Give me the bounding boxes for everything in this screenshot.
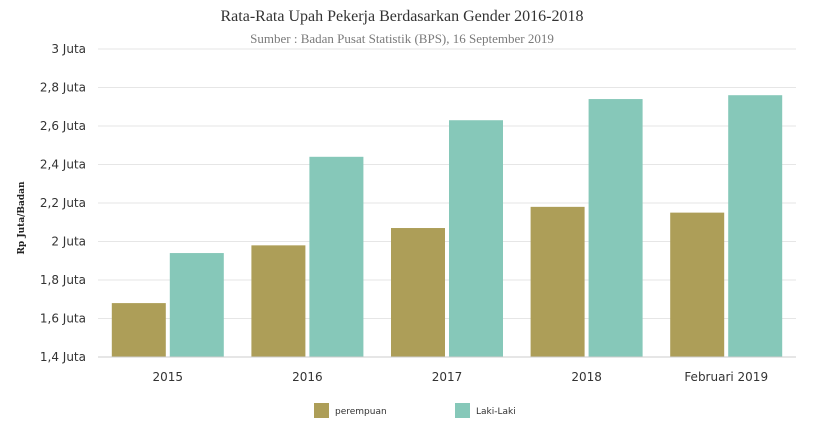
x-tick-label: 2015 — [153, 370, 184, 384]
y-tick-label: 2,2 Juta — [40, 196, 86, 210]
y-tick-label: 2 Juta — [51, 235, 86, 249]
y-axis-ticks: 1,4 Juta 1,6 Juta 1,8 Juta 2 Juta 2,2 Juta 2,… — [40, 42, 86, 364]
legend: perempuan Laki-Laki — [314, 403, 516, 418]
y-tick-label: 1,4 Juta — [40, 350, 86, 364]
bar-laki-laki-2018 — [588, 99, 643, 358]
x-tick-label: 2017 — [432, 370, 463, 384]
x-tick-label: Februari 2019 — [684, 370, 768, 384]
y-tick-label: 2,4 Juta — [40, 158, 86, 172]
x-tick-label: 2016 — [292, 370, 323, 384]
bar-laki-laki-februari-2019 — [728, 95, 783, 357]
bar-laki-laki-2015 — [169, 253, 224, 357]
bar-perempuan-2016 — [251, 245, 306, 357]
legend-swatch-laki-laki — [455, 403, 470, 418]
bars — [111, 95, 783, 358]
bar-perempuan-2017 — [391, 228, 445, 357]
legend-label: Laki-Laki — [476, 407, 516, 417]
legend-label: perempuan — [335, 407, 387, 417]
y-tick-label: 1,8 Juta — [40, 273, 86, 287]
y-tick-label: 2,8 Juta — [40, 81, 86, 95]
y-axis-label: Rp Juta/Badan — [17, 181, 27, 255]
y-tick-label: 2,6 Juta — [40, 119, 86, 133]
bar-perempuan-2018 — [530, 206, 585, 357]
bar-laki-laki-2017 — [449, 120, 503, 357]
x-axis-ticks: 2015 2016 2017 2018 Februari 2019 — [153, 370, 769, 384]
legend-swatch-perempuan — [314, 403, 329, 418]
chart-title: Rata-Rata Upah Pekerja Berdasarkan Gende… — [221, 8, 584, 25]
bar-laki-laki-2016 — [309, 156, 364, 357]
chart-subtitle: Sumber : Badan Pusat Statistik (BPS), 16… — [250, 31, 554, 46]
bar-perempuan-2015 — [111, 303, 166, 357]
x-tick-label: 2018 — [571, 370, 602, 384]
y-tick-label: 1,6 Juta — [40, 312, 86, 326]
y-tick-label: 3 Juta — [51, 42, 86, 56]
bar-perempuan-februari-2019 — [670, 212, 725, 357]
